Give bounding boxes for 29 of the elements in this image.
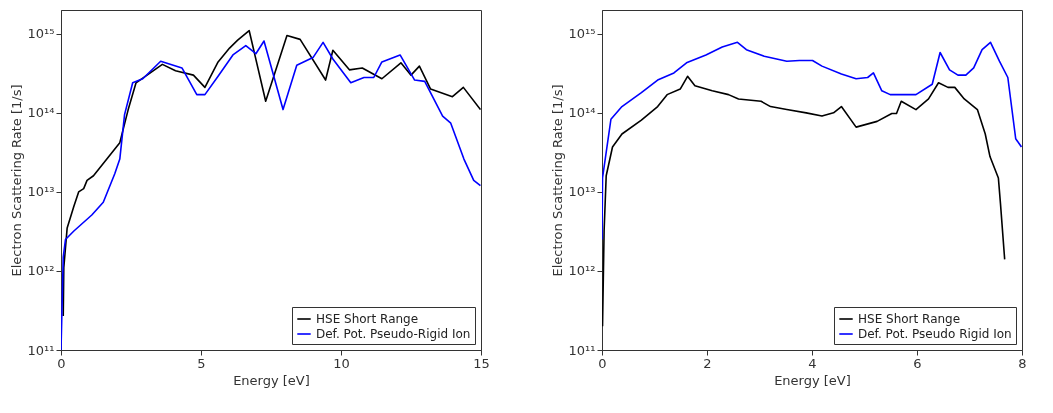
y-tick-label: 10¹¹ bbox=[27, 342, 55, 358]
x-tick-label: 2 bbox=[703, 355, 712, 371]
x-axis-title: Energy [eV] bbox=[233, 372, 310, 388]
x-tick-label: 10 bbox=[333, 355, 350, 371]
x-tick-label: 0 bbox=[598, 355, 607, 371]
x-tick-label: 0 bbox=[57, 355, 66, 371]
x-tick-label: 4 bbox=[808, 355, 817, 371]
line-series bbox=[602, 75, 1006, 327]
legend-label: HSE Short Range bbox=[316, 312, 419, 326]
x-tick-label: 15 bbox=[473, 355, 490, 371]
y-tick-label: 10¹⁵ bbox=[27, 26, 55, 42]
legend-label: Def. Pot. Pseudo-Rigid Ion bbox=[316, 327, 471, 341]
y-tick-label: 10¹⁵ bbox=[568, 26, 596, 42]
x-tick-label: 6 bbox=[913, 355, 922, 371]
y-tick-label: 10¹² bbox=[27, 263, 55, 279]
x-tick-label: 8 bbox=[1018, 355, 1027, 371]
y-tick-label: 10¹³ bbox=[27, 184, 55, 200]
y-axis-title: Electron Scattering Rate [1/s] bbox=[8, 84, 24, 277]
x-axis-title: Energy [eV] bbox=[774, 372, 851, 388]
y-tick-label: 10¹⁴ bbox=[568, 105, 596, 121]
x-tick-label: 5 bbox=[197, 355, 206, 371]
y-tick-label: 10¹² bbox=[568, 263, 596, 279]
y-axis-title: Electron Scattering Rate [1/s] bbox=[549, 84, 565, 277]
y-tick-label: 10¹⁴ bbox=[27, 105, 55, 121]
legend-label: HSE Short Range bbox=[858, 312, 961, 326]
y-tick-label: 10¹³ bbox=[568, 184, 596, 200]
y-tick-label: 10¹¹ bbox=[568, 342, 596, 358]
line-series bbox=[602, 41, 1022, 241]
legend-label: Def. Pot. Pseudo Rigid Ion bbox=[858, 327, 1012, 341]
